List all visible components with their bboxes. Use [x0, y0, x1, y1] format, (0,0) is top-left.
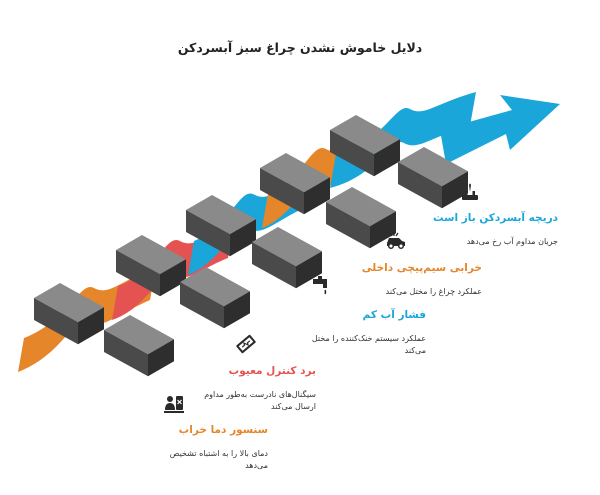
block-side [296, 251, 322, 289]
block [116, 235, 186, 297]
block-top [180, 267, 250, 307]
item-description: عملکرد سیستم خنک‌کننده را مختل می‌کند [311, 334, 426, 355]
block-side [78, 307, 104, 345]
block-top [260, 153, 330, 193]
item-heading: فشار آب کم [362, 309, 426, 321]
item-heading: سنسور دما خراب [178, 424, 268, 436]
block-front [398, 162, 442, 209]
item-heading: دریچه آبسردکن باز است [433, 212, 558, 224]
block-top [34, 283, 104, 323]
block-front [180, 282, 224, 329]
item-heading: خرابی سیم‌پیچی داخلی [361, 262, 482, 274]
block-front [330, 130, 374, 177]
item-coil-failure: خرابی سیم‌پیچی داخلی عملکرد چراغ را مختل… [340, 262, 482, 298]
item-valve-open: دریچه آبسردکن باز است جریان مداوم آب رخ … [380, 212, 558, 248]
block-side [370, 211, 396, 249]
block [398, 147, 468, 209]
block [186, 195, 256, 257]
block-front [186, 210, 230, 257]
block-side [160, 259, 186, 297]
block-top [252, 227, 322, 267]
block-side [230, 219, 256, 257]
block [260, 153, 330, 215]
item-heading: برد کنترل معیوب [228, 365, 316, 377]
block [330, 115, 400, 177]
tap-icon [310, 273, 334, 297]
block [180, 267, 250, 329]
block-front [34, 298, 78, 345]
block-top [104, 315, 174, 355]
item-low-pressure: فشار آب کم عملکرد سیستم خنک‌کننده را مخت… [296, 309, 426, 357]
item-description: سیگنال‌های نادرست به‌طور مداوم ارسال می‌… [204, 390, 316, 411]
block-front [116, 250, 160, 297]
block-side [442, 171, 468, 209]
sensor-icon [162, 392, 186, 416]
item-description: دمای بالا را به اشتباه تشخیص می‌دهد [169, 449, 268, 470]
block [34, 283, 104, 345]
circuit-board-icon [234, 332, 258, 356]
block-top [398, 147, 468, 187]
block-side [374, 139, 400, 177]
block-top [186, 195, 256, 235]
block-top [116, 235, 186, 275]
arrow-head [440, 95, 560, 164]
block-top [330, 115, 400, 155]
item-description: عملکرد چراغ را مختل می‌کند [385, 287, 482, 296]
item-temperature-sensor: سنسور دما خراب دمای بالا را به اشتباه تش… [150, 424, 268, 472]
faucet-icon [458, 180, 482, 204]
block [326, 187, 396, 249]
block [252, 227, 322, 289]
block-front [260, 168, 304, 215]
item-faulty-control-board: برد کنترل معیوب سیگنال‌های نادرست به‌طور… [196, 365, 316, 413]
broken-car-icon [384, 228, 408, 252]
block-top [326, 187, 396, 227]
diagram-title: دلایل خاموش نشدن چراغ سبز آبسردکن [177, 40, 423, 55]
block [104, 315, 174, 377]
block-front [252, 242, 296, 289]
block-side [224, 291, 250, 329]
block-side [148, 339, 174, 377]
block-front [326, 202, 370, 249]
block-side [304, 177, 330, 215]
block-front [104, 330, 148, 377]
item-description: جریان مداوم آب رخ می‌دهد [466, 237, 558, 246]
